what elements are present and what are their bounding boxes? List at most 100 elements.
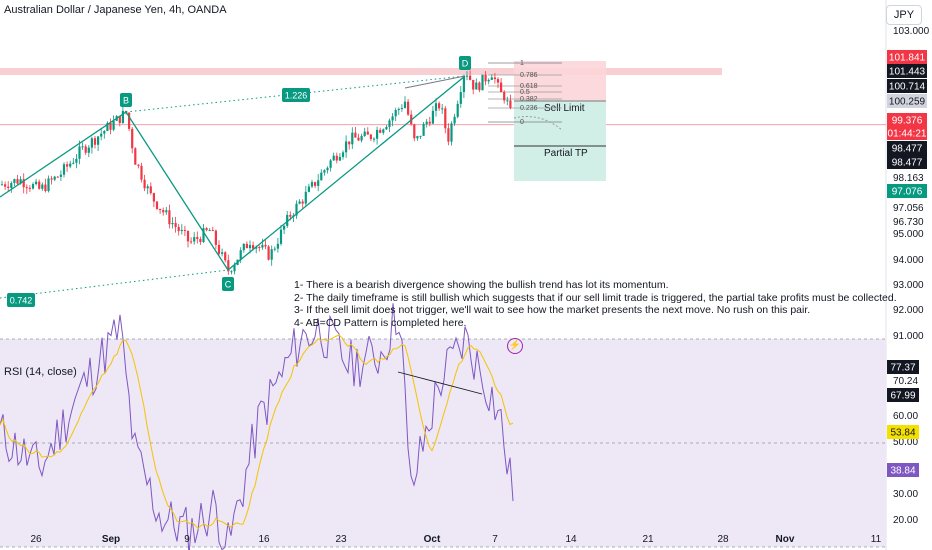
- candle-body: [345, 141, 348, 153]
- candle-body: [400, 107, 403, 109]
- candle-body: [221, 252, 224, 254]
- fib-level-label: 0.786: [520, 72, 538, 79]
- time-tick: 16: [258, 534, 270, 545]
- candle-body: [295, 203, 298, 216]
- rsi-divergence-line: [397, 371, 483, 395]
- candle-body: [233, 264, 236, 272]
- time-tick: Nov: [776, 534, 795, 545]
- candle-body: [338, 156, 341, 161]
- rsi-legend: RSI (14, close): [4, 366, 77, 378]
- time-tick: 11: [871, 534, 882, 545]
- candle-body: [478, 82, 481, 91]
- candle-body: [304, 191, 307, 204]
- candle-body: [93, 138, 97, 145]
- price-label: 101.443: [889, 67, 926, 78]
- candle-body: [41, 184, 44, 189]
- candle-body: [363, 131, 366, 137]
- candle-body: [10, 182, 13, 188]
- candle-body: [211, 230, 214, 232]
- candle-body: [149, 186, 152, 194]
- candle-body: [66, 164, 69, 167]
- ratio-c-label-bg: [7, 293, 35, 307]
- point-d-label-bg: [459, 56, 471, 70]
- candle-body: [44, 184, 47, 191]
- candle-body: [270, 249, 273, 260]
- fib-level-label: 1: [520, 60, 524, 67]
- candle-body: [403, 101, 407, 108]
- candle-body: [258, 247, 261, 249]
- candle-body: [53, 176, 56, 180]
- candle-body: [28, 187, 31, 189]
- candle-body: [484, 74, 487, 82]
- candle-body: [320, 172, 323, 181]
- candle-body: [434, 103, 438, 111]
- candle-body: [447, 128, 450, 142]
- rsi-value-label: 77.37: [890, 363, 915, 374]
- time-tick: 21: [642, 534, 654, 545]
- candle-body: [78, 146, 81, 159]
- candle-body: [469, 75, 472, 80]
- candle-body: [388, 120, 391, 128]
- candle-body: [81, 146, 84, 148]
- time-tick: 26: [30, 534, 42, 545]
- candle-body: [326, 167, 329, 171]
- candle-body: [174, 222, 177, 228]
- candle-body: [22, 179, 25, 188]
- note-4: 4- AB=CD Pattern is completed here.: [294, 316, 467, 329]
- candle-body: [227, 260, 230, 272]
- candle-body: [155, 201, 159, 209]
- candle-body: [503, 92, 506, 101]
- resistance-zone: [0, 68, 722, 75]
- stop-zone: [514, 61, 606, 101]
- lightning-icon[interactable]: ⚡: [507, 338, 523, 354]
- fib-level-label: 0.382: [520, 96, 538, 103]
- price-label: 100.259: [889, 97, 926, 108]
- candle-body: [159, 208, 162, 211]
- candle-body: [162, 210, 165, 213]
- candle-body: [103, 130, 106, 134]
- candle-body: [4, 184, 7, 187]
- candle-body: [131, 128, 134, 149]
- candle-body: [245, 243, 248, 249]
- fib-level-label: 0.618: [520, 83, 538, 90]
- candle-body: [273, 248, 276, 250]
- candle-body: [379, 129, 382, 133]
- symbol-title: Australian Dollar / Japanese Yen, 4h, OA…: [4, 4, 227, 16]
- candle-body: [354, 132, 357, 138]
- candle-body: [407, 101, 410, 115]
- candle-body: [348, 141, 351, 145]
- candle-body: [152, 193, 155, 202]
- price-divergence-line: [404, 75, 466, 89]
- candle-body: [242, 243, 245, 251]
- point-d-label: D: [462, 59, 469, 69]
- projection-path: [513, 116, 563, 131]
- candle-body: [140, 165, 143, 180]
- candle-body: [279, 229, 283, 244]
- candle-body: [87, 147, 90, 153]
- candle-body: [372, 138, 376, 140]
- candle-body: [109, 122, 112, 130]
- point-b-label: B: [123, 96, 129, 106]
- candle-body: [56, 176, 59, 178]
- time-tick: 28: [717, 534, 729, 545]
- price-label-bg: [887, 141, 927, 155]
- rsi-value-label: 67.99: [890, 391, 915, 402]
- candle-body: [112, 120, 115, 130]
- candle-body: [382, 129, 385, 133]
- candle-body: [475, 82, 478, 90]
- candle-body: [493, 77, 496, 80]
- candle-body: [394, 110, 397, 117]
- candle-body: [307, 186, 310, 192]
- abcd-pattern-line: [0, 75, 466, 271]
- candle-body: [217, 244, 221, 254]
- rsi-tick: 50.00: [893, 437, 918, 448]
- candle-body: [422, 123, 425, 136]
- candle-body: [190, 241, 193, 243]
- price-label: 101.841: [889, 53, 926, 64]
- candle-body: [199, 238, 202, 242]
- candle-body: [298, 201, 301, 204]
- price-label: 01:44:21: [888, 129, 927, 140]
- currency-selector[interactable]: JPY: [886, 5, 922, 25]
- ratio-c-label: 0.742: [10, 296, 33, 306]
